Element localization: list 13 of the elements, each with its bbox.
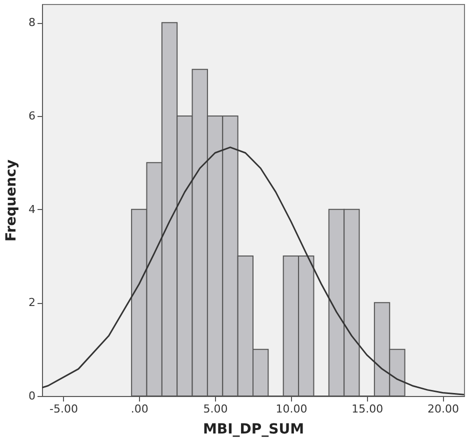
x-tick-label: .00 (130, 402, 148, 416)
x-tick-label: 10.00 (276, 402, 308, 416)
x-tick-label: 20.00 (428, 402, 459, 416)
y-tick-label: 4 (28, 202, 36, 216)
x-tick-label: 5.00 (203, 402, 228, 416)
x-tick-label: 15.00 (352, 402, 384, 416)
y-tick-label: 8 (28, 16, 36, 30)
y-tick-label: 6 (28, 110, 36, 122)
y-tick-label: 2 (28, 296, 36, 310)
y-tick-label: 0 (28, 390, 36, 402)
x-tick-label: -5.00 (50, 402, 78, 416)
x-axis-title: MBI_DP_SUM (202, 422, 304, 438)
y-axis-title: Frequency (4, 160, 20, 242)
